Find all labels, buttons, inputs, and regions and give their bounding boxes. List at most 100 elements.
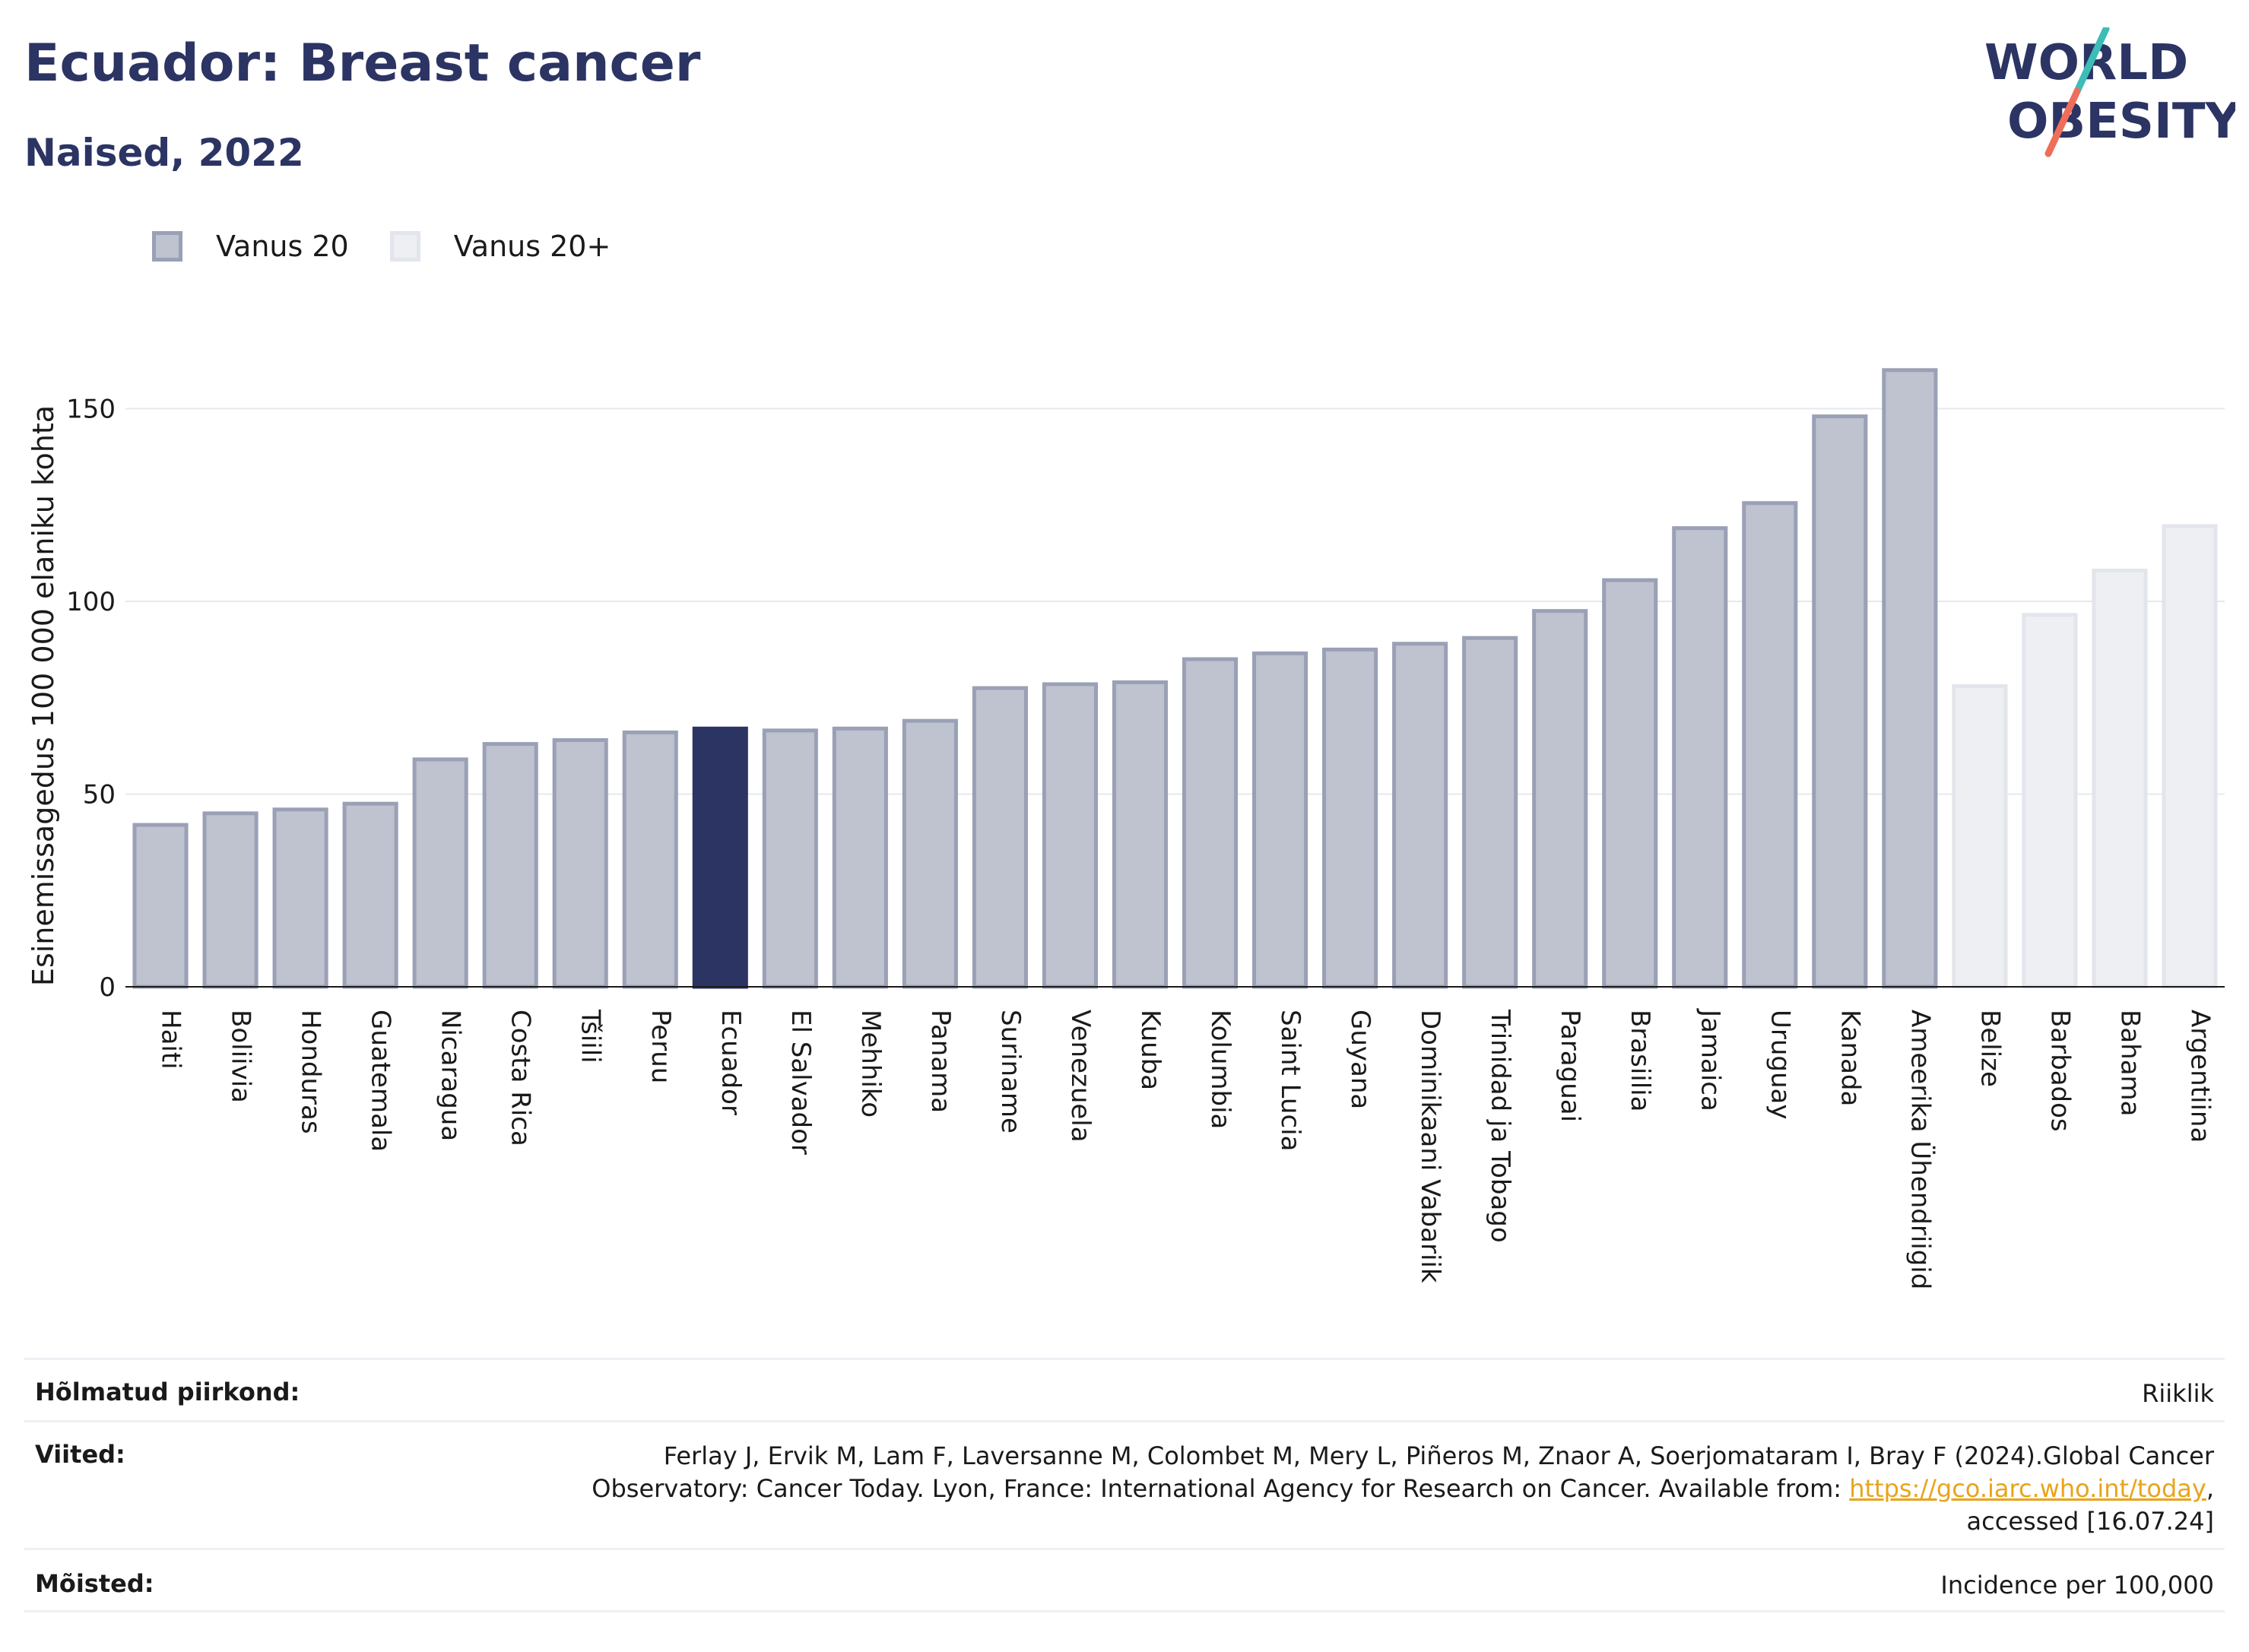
x-tick-label: Brasiilia (1625, 1010, 1655, 1111)
legend-item-vanus-20[interactable]: Vanus 20 (152, 230, 349, 263)
x-tick-label: Boliivia (226, 1010, 256, 1103)
bar-bahama[interactable] (2092, 568, 2148, 989)
x-tick-label: Peruu (646, 1010, 676, 1083)
logo-slash-bottom (2044, 87, 2081, 157)
refs-line3: accessed [16.07.24] (1966, 1507, 2214, 1536)
x-tick-label: Haiti (156, 1010, 186, 1070)
info-row-refs: Viited: Ferlay J, Ervik M, Lam F, Lavers… (24, 1440, 2225, 1538)
info-divider (24, 1358, 2225, 1360)
y-tick-label: 0 (99, 972, 116, 1003)
grid-lines (125, 407, 2225, 795)
region-label: Hõlmatud piirkond: (35, 1378, 300, 1406)
x-tick-label: Nicaragua (436, 1010, 466, 1141)
refs-line2-text: Observatory: Cancer Today. Lyon, France:… (592, 1474, 1850, 1503)
bar-ameerika-ühendriigid[interactable] (1882, 368, 1938, 989)
bar-suriname[interactable] (972, 686, 1028, 989)
info-row-defs: Mõisted: Incidence per 100,000 (24, 1569, 2225, 1602)
x-tick-label: Ameerika Ühendriigid (1905, 1010, 1936, 1289)
bar-guyana[interactable] (1322, 647, 1378, 989)
chart-legend: Vanus 20 Vanus 20+ (152, 225, 652, 268)
bar-el-salvador[interactable] (762, 728, 818, 989)
refs-line2-end: , (2206, 1474, 2214, 1503)
x-tick-label: Saint Lucia (1275, 1010, 1305, 1151)
world-obesity-logo: WORLD OBESITY (1984, 27, 2235, 157)
legend-label: Vanus 20 (216, 230, 349, 263)
bar-trinidad-ja-tobago[interactable] (1462, 636, 1518, 989)
info-divider (24, 1610, 2225, 1612)
bar-nicaragua[interactable] (412, 757, 468, 989)
bar-kanada[interactable] (1812, 414, 1868, 989)
bar-venezuela[interactable] (1042, 682, 1099, 989)
bar-tšiili[interactable] (552, 738, 608, 989)
bar-series (132, 368, 2218, 989)
x-tick-label: Honduras (296, 1010, 326, 1134)
bar-panama[interactable] (902, 718, 958, 989)
y-tick-label: 50 (83, 780, 116, 810)
bar-uruguay[interactable] (1742, 501, 1798, 989)
chart-subtitle: Naised, 2022 (24, 131, 304, 175)
bar-dominikaani-vabariik[interactable] (1392, 642, 1448, 989)
legend-swatch-vanus-20 (152, 231, 182, 262)
x-tick-label: Paraguai (1555, 1010, 1585, 1122)
bar-mehhiko[interactable] (832, 726, 888, 989)
bar-guatemala[interactable] (342, 801, 398, 989)
x-tick-label: Barbados (2044, 1010, 2075, 1132)
defs-value: Incidence per 100,000 (1940, 1571, 2214, 1600)
x-tick-label: Suriname (995, 1010, 1026, 1134)
reference-link[interactable]: https://gco.iarc.who.int/today (1849, 1474, 2206, 1503)
y-axis-tick-labels: 0 50 100 150 (66, 395, 116, 1004)
y-axis-label: Esinemissagedus 100 000 elaniku kohta (27, 405, 60, 986)
bar-kuuba[interactable] (1112, 680, 1169, 989)
x-tick-label: Venezuela (1065, 1010, 1096, 1143)
legend-item-vanus-20-plus[interactable]: Vanus 20+ (389, 230, 611, 263)
x-tick-label: Dominikaani Vabariik (1415, 1010, 1445, 1283)
y-tick-label: 150 (66, 395, 116, 425)
bar-chart: Haiti Boliivia Honduras Guatemala Nicaragua C… (27, 368, 2225, 1289)
region-value: Riiklik (2142, 1379, 2214, 1408)
y-tick-label: 100 (66, 587, 116, 617)
bar-paraguai[interactable] (1532, 609, 1588, 989)
x-axis-tick-labels: Haiti Boliivia Honduras Guatemala Nicaragua C… (156, 1008, 2216, 1289)
bar-brasiilia[interactable] (1602, 578, 1658, 989)
x-tick-label: Belize (1975, 1010, 2005, 1087)
refs-value: Ferlay J, Ervik M, Lam F, Laversanne M, … (592, 1440, 2225, 1538)
bar-ecuador[interactable] (692, 726, 748, 989)
bar-barbados[interactable] (2022, 613, 2078, 989)
logo-slash-top (2073, 27, 2110, 95)
x-tick-label: Kanada (1835, 1010, 1865, 1106)
bar-saint-lucia[interactable] (1251, 651, 1308, 989)
bar-honduras[interactable] (272, 807, 328, 989)
x-tick-label: Mehhiko (855, 1010, 886, 1118)
bar-peruu[interactable] (622, 730, 678, 989)
x-tick-label: Trinidad ja Tobago (1485, 1009, 1515, 1243)
defs-label: Mõisted: (35, 1569, 154, 1598)
refs-line1: Ferlay J, Ervik M, Lam F, Laversanne M, … (663, 1441, 2214, 1470)
logo-line2: OBESITY (2007, 94, 2235, 150)
chart-title: Ecuador: Breast cancer (24, 33, 701, 94)
legend-swatch-vanus-20-plus (389, 231, 420, 262)
bar-costa-rica[interactable] (482, 742, 538, 989)
x-tick-label: Costa Rica (506, 1010, 536, 1146)
x-tick-label: Kolumbia (1205, 1010, 1236, 1129)
info-divider (24, 1420, 2225, 1422)
bar-haiti[interactable] (132, 823, 189, 989)
refs-label: Viited: (35, 1440, 125, 1469)
x-tick-label: Guatemala (366, 1010, 396, 1152)
bar-kolumbia[interactable] (1182, 657, 1239, 989)
bar-jamaica[interactable] (1672, 526, 1728, 989)
x-tick-label: Uruguay (1765, 1010, 1795, 1120)
x-tick-label: Kuuba (1135, 1010, 1166, 1090)
x-tick-label: Guyana (1345, 1010, 1375, 1109)
x-tick-label: El Salvador (785, 1010, 816, 1155)
bar-argentiina[interactable] (2162, 524, 2218, 989)
x-tick-label: Tšiili (576, 1009, 606, 1064)
x-tick-label: Panama (925, 1010, 956, 1113)
bar-boliivia[interactable] (202, 811, 259, 989)
x-tick-label: Argentiina (2184, 1010, 2215, 1143)
x-tick-label: Jamaica (1695, 1008, 1725, 1111)
x-tick-label: Ecuador (715, 1010, 746, 1115)
refs-line2: Observatory: Cancer Today. Lyon, France:… (592, 1473, 2214, 1505)
bar-belize[interactable] (1952, 684, 2008, 989)
x-tick-label: Bahama (2114, 1010, 2145, 1117)
info-divider (24, 1548, 2225, 1550)
